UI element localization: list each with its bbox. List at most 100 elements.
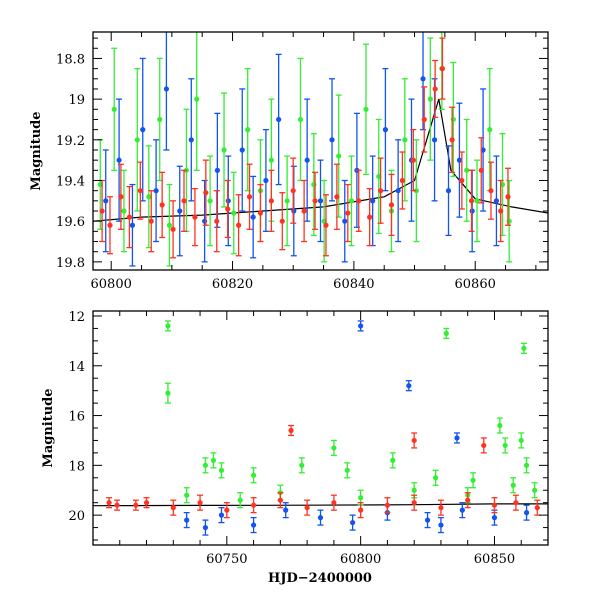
top-xtick-label: 60860 <box>455 277 496 292</box>
top-blue-point <box>493 155 500 247</box>
top-blue-point <box>369 155 376 247</box>
data-marker <box>194 96 200 102</box>
data-marker <box>478 167 484 173</box>
top-green-point <box>363 43 369 176</box>
data-marker <box>166 222 173 228</box>
top-red-point <box>478 137 485 204</box>
top-blue-point <box>456 102 463 218</box>
bottom-blue-point <box>218 507 225 524</box>
top-red-point <box>235 194 242 257</box>
data-marker <box>114 502 120 508</box>
data-marker <box>153 188 159 194</box>
data-marker <box>237 497 243 503</box>
data-marker <box>250 522 257 528</box>
top-red-point <box>117 163 124 230</box>
data-marker <box>170 226 176 232</box>
bottom-red-point <box>132 499 139 511</box>
top-red-point <box>504 167 511 226</box>
data-marker <box>304 157 310 163</box>
bottom-model-curve <box>93 503 548 507</box>
top-panel-axes: 60800 60820 60840 60860 18.8 19 19.2 19.4 19.6 19… <box>56 32 548 292</box>
top-blue-point <box>262 128 269 233</box>
top-blue-point <box>275 53 282 186</box>
top-blue-point <box>102 149 109 253</box>
data-marker <box>336 153 342 159</box>
data-marker <box>493 198 500 204</box>
data-marker <box>202 524 209 531</box>
bottom-blue-point <box>183 511 190 529</box>
data-marker <box>438 505 444 511</box>
data-marker <box>454 435 460 441</box>
data-marker <box>250 214 256 220</box>
top-red-point <box>388 173 395 237</box>
data-marker <box>177 208 183 214</box>
top-green-point <box>134 67 141 212</box>
data-marker <box>331 445 337 451</box>
top-green-point <box>111 47 118 171</box>
bottom-red-point <box>114 499 121 511</box>
bottom-ytick-label: 12 <box>68 310 85 325</box>
bottom-green-point <box>531 482 538 499</box>
data-marker <box>344 467 350 473</box>
bottom-green-point <box>164 382 171 404</box>
top-ytick-label: 19.4 <box>56 174 85 189</box>
top-panel-data <box>93 32 548 267</box>
data-marker <box>106 500 112 506</box>
bottom-red-point <box>512 494 519 511</box>
top-blue-point <box>317 159 324 243</box>
data-marker <box>210 457 217 463</box>
data-marker <box>370 198 376 204</box>
top-red-point <box>449 106 456 174</box>
bottom-blue-point <box>405 380 412 392</box>
top-green-point <box>506 179 513 263</box>
top-blue-point <box>329 78 336 202</box>
data-marker <box>126 214 132 220</box>
top-green-point <box>474 159 481 243</box>
top-green-point <box>310 133 317 237</box>
data-marker <box>184 492 190 498</box>
top-ytick-label: 19.8 <box>56 256 85 271</box>
bottom-green-point <box>183 487 190 504</box>
bottom-xtick-label: 60750 <box>206 552 247 567</box>
bottom-series-red <box>106 424 541 519</box>
bottom-blue-point <box>250 516 257 534</box>
top-series-red <box>99 37 511 259</box>
bottom-xtick-label: 60850 <box>474 552 515 567</box>
top-green-point <box>120 169 127 253</box>
data-marker <box>218 467 225 473</box>
data-marker <box>290 188 296 194</box>
data-marker <box>146 194 152 200</box>
top-green-point <box>221 92 228 208</box>
data-marker <box>218 512 225 518</box>
bottom-green-point <box>389 452 396 469</box>
bottom-red-point <box>411 432 418 449</box>
data-marker <box>184 517 190 523</box>
data-marker <box>283 507 289 513</box>
data-marker <box>474 198 480 204</box>
bottom-red-point <box>384 497 391 514</box>
data-marker <box>207 198 213 204</box>
bottom-red-point <box>534 499 541 516</box>
top-red-point <box>268 169 275 233</box>
bottom-ytick-label: 16 <box>68 410 85 425</box>
data-marker <box>263 177 269 184</box>
bottom-green-point <box>237 492 244 509</box>
top-blue-point <box>304 98 311 222</box>
data-marker <box>99 208 105 214</box>
bottom-green-point <box>510 477 517 494</box>
bottom-green-point <box>520 342 527 354</box>
bottom-red-point <box>330 494 337 511</box>
top-red-point <box>170 200 177 259</box>
data-marker <box>356 198 362 204</box>
data-marker <box>358 507 364 513</box>
data-marker <box>358 495 364 501</box>
data-marker <box>432 86 438 92</box>
data-marker <box>331 500 337 506</box>
bottom-green-point <box>518 432 525 449</box>
top-green-point <box>321 179 328 263</box>
data-marker <box>323 222 329 228</box>
top-red-point <box>99 179 106 243</box>
top-green-point <box>348 155 355 247</box>
data-marker <box>487 127 493 133</box>
